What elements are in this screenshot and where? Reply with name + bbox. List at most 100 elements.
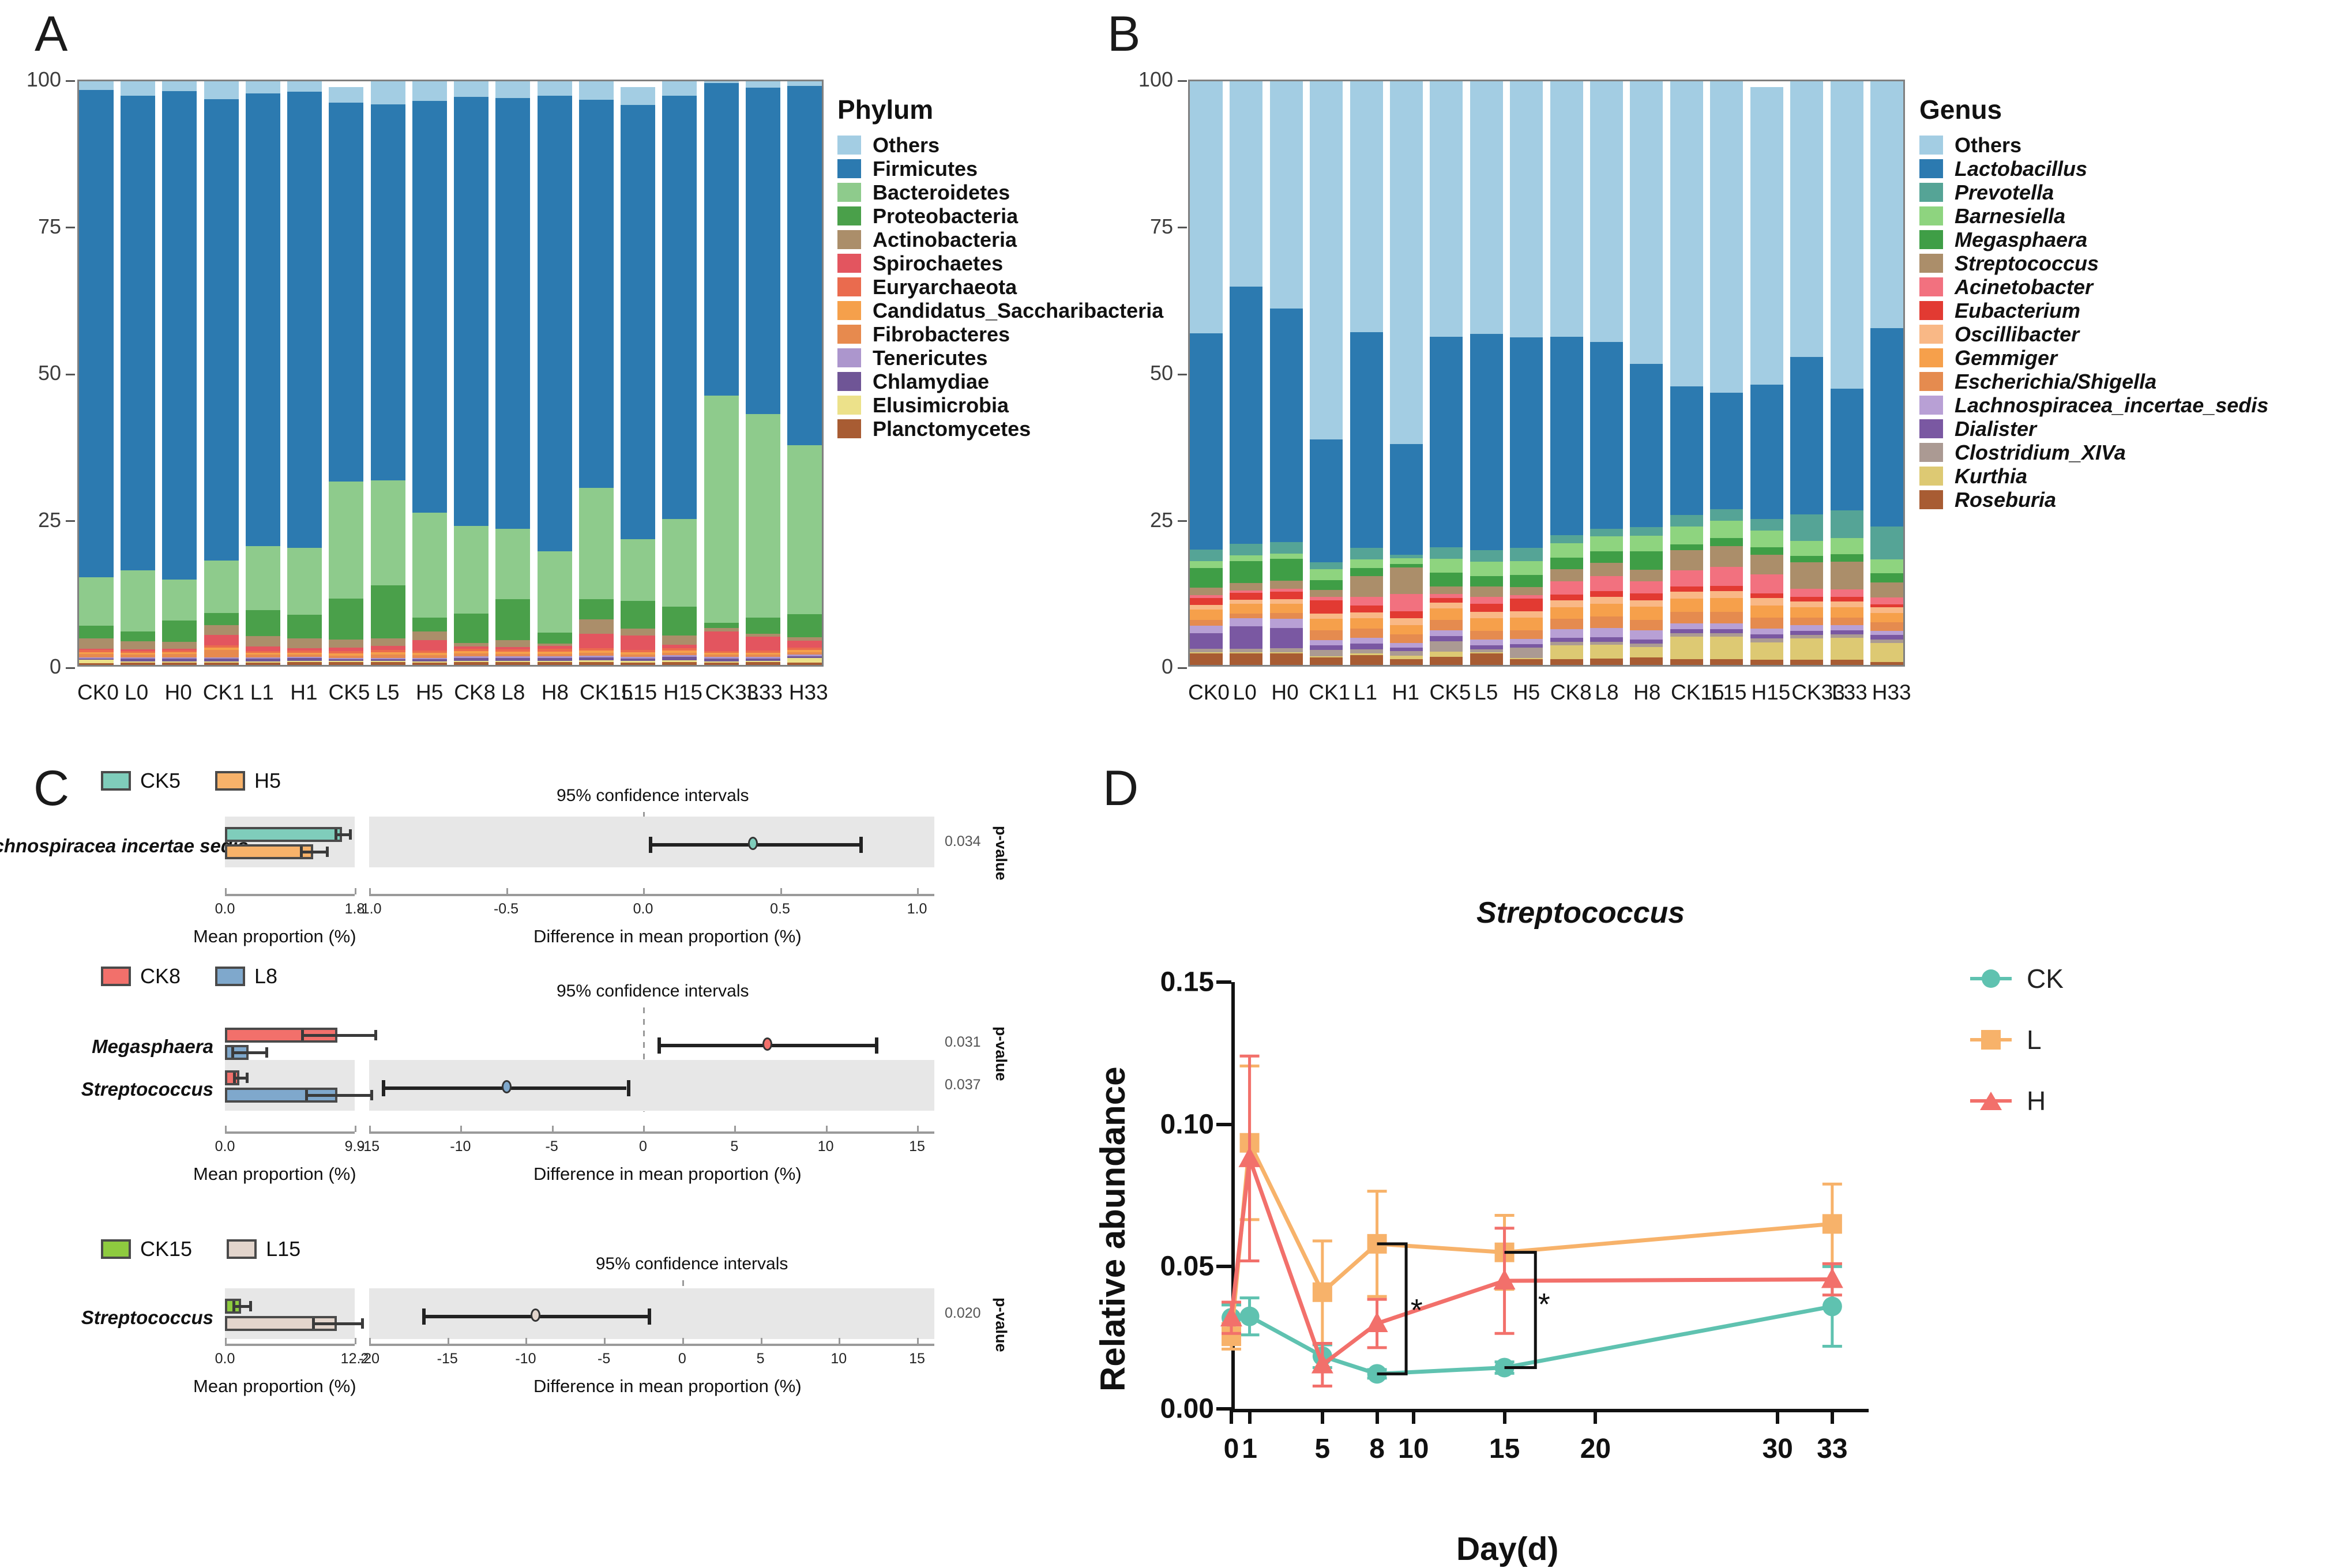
panel-d-x-tick-label-6: 20 <box>1580 1434 1611 1464</box>
legend-item-prevotella[interactable]: Prevotella <box>1919 181 2323 204</box>
x-tick-label-H1: H1 <box>290 680 318 704</box>
legend-swatch-10 <box>1919 372 1943 391</box>
y-tick-label: 0 <box>50 655 75 679</box>
legend-item-barnesiella[interactable]: Barnesiella <box>1919 204 2323 228</box>
bar-segment-elusimicrobia <box>329 660 364 662</box>
legend-item-H[interactable]: H <box>1970 1085 2064 1116</box>
bar-segment-planctomycetes <box>787 662 822 665</box>
bar-segment-chlamydiae <box>329 659 364 661</box>
series-line-CK <box>1231 1304 1833 1376</box>
legend-item-gemmiger[interactable]: Gemmiger <box>1919 346 2323 370</box>
bar-segment-chlamydiae <box>162 658 197 661</box>
legend-item-CK8[interactable]: CK8 <box>101 964 181 988</box>
legend-item-others[interactable]: Others <box>837 133 1345 157</box>
bar-segment-others <box>1790 81 1824 357</box>
bar-segment-firmicutes <box>162 91 197 580</box>
legend-item-lachnospiracea-incertae-sedis[interactable]: Lachnospiracea_incertae_sedis <box>1919 393 2323 417</box>
legend-item-lactobacillus[interactable]: Lactobacillus <box>1919 157 2323 181</box>
bar-segment-streptococcus <box>1870 582 1903 597</box>
bar-segment-streptococcus <box>1550 569 1583 582</box>
panel-a-legend: Phylum Others Firmicutes Bacteroidetes Prot… <box>837 94 1345 441</box>
legend-label-CK15: CK15 <box>140 1237 193 1261</box>
panel-d-x-tickmark-1 <box>1247 1409 1252 1424</box>
bar-segment-eubacterium <box>1269 591 1303 599</box>
bar-segment-dialister <box>1190 633 1223 649</box>
bar-segment-lactobacillus <box>1269 309 1303 542</box>
legend-item-eubacterium[interactable]: Eubacterium <box>1919 299 2323 322</box>
bar-L1 <box>1350 81 1383 665</box>
ci-title-c3: 95% confidence intervals <box>595 1254 788 1273</box>
bar-segment-elusimicrobia <box>578 660 614 662</box>
legend-item-CK15[interactable]: CK15 <box>101 1237 192 1261</box>
legend-label-2: Prevotella <box>1955 180 2054 204</box>
bar-segment-bacteroidetes <box>495 529 531 599</box>
legend-swatch-L8 <box>215 967 246 986</box>
bar-segment-roseburia <box>1310 657 1343 665</box>
bar-H15 <box>1750 81 1783 665</box>
legend-item-CK[interactable]: CK <box>1970 963 2064 994</box>
legend-item-oscillibacter[interactable]: Oscillibacter <box>1919 322 2323 346</box>
legend-item-CK5[interactable]: CK5 <box>101 769 181 793</box>
bar-segment-chlamydiae <box>412 659 447 661</box>
legend-item-others[interactable]: Others <box>1919 133 2323 157</box>
legend-item-L8[interactable]: L8 <box>215 964 277 988</box>
bar-segment-elusimicrobia <box>495 660 531 662</box>
error-bar-CK-3 <box>1367 1368 1387 1380</box>
bar-segment-dialister <box>1870 635 1903 640</box>
bar-segment-barnesiella <box>1870 559 1903 574</box>
legend-item-fibrobacteres[interactable]: Fibrobacteres <box>837 322 1345 346</box>
bar-segment-clostridium-xiva <box>1710 633 1743 637</box>
error-cap-left-c3-0-1 <box>312 1318 315 1329</box>
legend-item-kurthia[interactable]: Kurthia <box>1919 464 2323 488</box>
panel-d-x-tick-label-8: 33 <box>1817 1434 1848 1464</box>
legend-label-5: Spirochaetes <box>873 251 1004 275</box>
legend-marker-triangle-icon <box>1980 1092 2002 1110</box>
bar-segment-lachnospiracea-incertae-sedis <box>1470 639 1503 645</box>
bar-segment-clostridium-xiva <box>1470 649 1503 652</box>
bar-segment-clostridium-xiva <box>1830 634 1863 638</box>
bar-H1 <box>1390 81 1423 665</box>
legend-item-acinetobacter[interactable]: Acinetobacter <box>1919 275 2323 299</box>
bar-segment-acinetobacter <box>1269 588 1303 592</box>
bar-segment-candidatus-saccharibacteria <box>578 650 614 653</box>
error-bar-H-3 <box>1367 1298 1387 1349</box>
legend-item-roseburia[interactable]: Roseburia <box>1919 488 2323 512</box>
bar-segment-dialister <box>1630 639 1663 644</box>
bar-segment-actinobacteria <box>621 629 656 636</box>
error-bar-CK-5 <box>1822 1265 1842 1348</box>
legend-item-planctomycetes[interactable]: Planctomycetes <box>837 417 1345 441</box>
bar-segment-bacteroidetes <box>578 488 614 599</box>
legend-item-dialister[interactable]: Dialister <box>1919 417 2323 441</box>
bar-segment-others <box>621 87 656 105</box>
legend-item-proteobacteria[interactable]: Proteobacteria <box>837 204 1345 228</box>
legend-item-chlamydiae[interactable]: Chlamydiae <box>837 370 1345 393</box>
legend-item-H5[interactable]: H5 <box>215 769 281 793</box>
legend-item-L[interactable]: L <box>1970 1024 2064 1055</box>
legend-item-L15[interactable]: L15 <box>227 1237 300 1261</box>
legend-item-euryarchaeota[interactable]: Euryarchaeota <box>837 275 1345 299</box>
bar-segment-others <box>578 81 614 100</box>
panel-b-plot-area <box>1188 80 1905 667</box>
bar-segment-firmicutes <box>745 88 780 414</box>
bar-segment-euryarchaeota <box>287 650 322 653</box>
panel-d-x-tick-label-4: 10 <box>1398 1434 1429 1464</box>
legend-item-clostridium-xiva[interactable]: Clostridium_XIVa <box>1919 441 2323 464</box>
legend-item-actinobacteria[interactable]: Actinobacteria <box>837 228 1345 251</box>
legend-item-megasphaera[interactable]: Megasphaera <box>1919 228 2323 251</box>
bar-segment-elusimicrobia <box>662 660 697 662</box>
bar-segment-candidatus-saccharibacteria <box>495 651 531 654</box>
legend-item-spirochaetes[interactable]: Spirochaetes <box>837 251 1345 275</box>
legend-item-bacteroidetes[interactable]: Bacteroidetes <box>837 181 1345 204</box>
legend-item-escherichia-shigella[interactable]: Escherichia/Shigella <box>1919 370 2323 393</box>
legend-swatch-1 <box>837 159 861 178</box>
bar-segment-clostridium-xiva <box>1310 649 1343 656</box>
legend-item-firmicutes[interactable]: Firmicutes <box>837 157 1345 181</box>
bar-H15 <box>662 81 697 665</box>
legend-item-streptococcus[interactable]: Streptococcus <box>1919 251 2323 275</box>
legend-item-candidatus-saccharibacteria[interactable]: Candidatus_Saccharibacteria <box>837 299 1345 322</box>
legend-item-tenericutes[interactable]: Tenericutes <box>837 346 1345 370</box>
bar-segment-gemmiger <box>1390 625 1423 635</box>
bar-H0 <box>162 81 197 665</box>
legend-item-elusimicrobia[interactable]: Elusimicrobia <box>837 393 1345 417</box>
proportion-bar-c1-0-0 <box>225 827 342 842</box>
